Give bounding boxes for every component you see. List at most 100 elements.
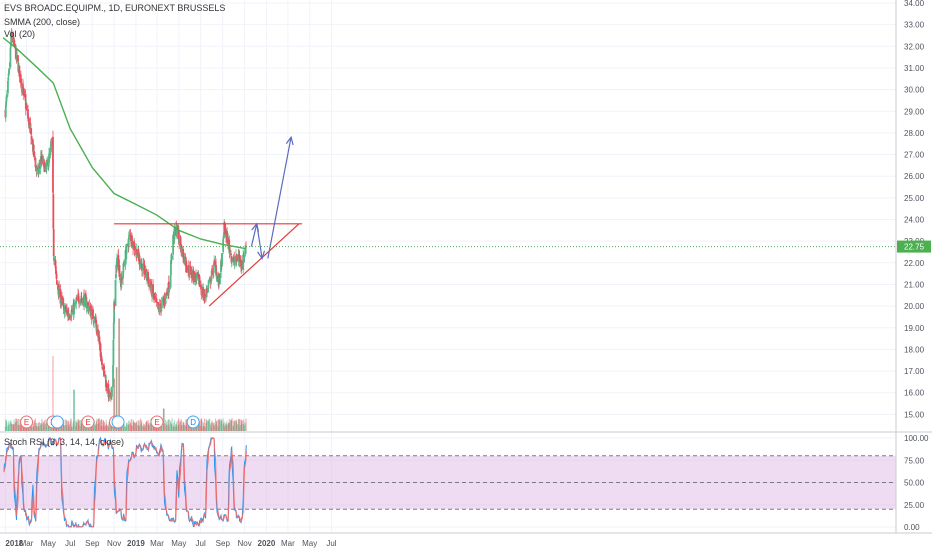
bounce-arrow-down <box>256 223 263 259</box>
volume-bar <box>200 418 202 431</box>
volume-bar <box>177 424 180 431</box>
volume-bar <box>78 421 80 431</box>
candle-body <box>96 329 98 331</box>
candle-body <box>116 257 118 269</box>
volume-bar <box>162 408 165 431</box>
candle-body <box>158 304 161 313</box>
volume-bar <box>18 426 20 431</box>
volume-bar <box>208 418 210 431</box>
volume-bar <box>108 425 110 431</box>
volume-bar <box>237 419 240 431</box>
volume-bar <box>40 424 42 431</box>
volume-bar <box>94 424 97 431</box>
volume-bar <box>241 421 243 431</box>
candle-body <box>7 77 10 81</box>
volume-bar <box>211 420 213 431</box>
volume-bar <box>99 420 102 431</box>
volume-bar <box>238 419 241 431</box>
breakout-arrow <box>267 137 292 259</box>
volume-bar <box>98 418 101 431</box>
volume-bar <box>98 418 100 431</box>
symbol-legend: EVS BROADC.EQUIPM., 1D, EURONEXT BRUSSEL… <box>4 3 226 13</box>
price-tick-label: 18.00 <box>904 345 925 354</box>
volume-bar <box>212 423 214 431</box>
volume-bar <box>135 422 137 431</box>
candle-body <box>141 264 143 271</box>
volume-bar <box>123 420 125 431</box>
volume-bar <box>185 425 187 431</box>
volume-bar <box>132 419 134 431</box>
volume-bar <box>37 422 39 431</box>
candle-body <box>131 235 133 247</box>
volume-bar <box>225 423 227 431</box>
candle-body <box>147 271 149 283</box>
volume-bar <box>20 420 22 431</box>
candle-body <box>93 321 95 324</box>
volume-bar <box>217 426 220 431</box>
last-price-label: 22.75 <box>904 243 925 252</box>
candle-body <box>33 152 36 157</box>
candle-body <box>44 165 47 171</box>
volume-bar <box>143 426 145 431</box>
volume-bar <box>143 426 145 431</box>
volume-bar <box>190 425 192 431</box>
candle-body <box>70 310 73 317</box>
volume-bar <box>126 422 128 431</box>
volume-bar <box>108 420 111 431</box>
volume-bar <box>58 426 60 431</box>
volume-bar <box>142 423 145 431</box>
candle-body <box>163 298 166 304</box>
volume-bar <box>230 420 232 431</box>
volume-bar <box>130 423 132 431</box>
candle-body <box>170 260 172 276</box>
candle-body <box>46 161 48 166</box>
candle-body <box>236 258 238 262</box>
volume-bar <box>80 419 83 431</box>
volume-bar <box>128 424 131 431</box>
volume-bar <box>60 425 63 431</box>
candle-body <box>76 298 78 301</box>
volume-legend: Vol (20) <box>4 29 36 39</box>
volume-bar <box>221 424 223 431</box>
volume-bar <box>225 423 227 431</box>
volume-bar <box>12 424 14 431</box>
volume-bar <box>127 424 129 431</box>
volume-bar <box>123 426 126 431</box>
volume-bar <box>105 419 107 431</box>
volume-bar <box>144 425 147 431</box>
volume-bar <box>222 423 225 431</box>
volume-bar <box>73 389 75 431</box>
volume-bar <box>87 426 89 431</box>
volume-bar <box>76 422 78 431</box>
time-tick-label: Mar <box>20 539 34 548</box>
volume-bar <box>10 423 12 431</box>
candle-body <box>97 329 99 337</box>
volume-bar <box>8 424 10 431</box>
volume-bar <box>218 420 220 431</box>
candle-body <box>181 248 183 256</box>
candle-body <box>168 287 171 289</box>
candle-body <box>10 32 13 37</box>
candle-body <box>88 305 91 308</box>
volume-bar <box>125 427 127 431</box>
volume-bar <box>157 427 159 431</box>
volume-bar <box>223 424 225 431</box>
volume-bar <box>103 422 106 431</box>
candle-body <box>222 239 225 252</box>
volume-bar <box>233 421 235 431</box>
candle-body <box>103 366 105 370</box>
time-tick-label: 2019 <box>127 539 145 548</box>
volume-bar <box>74 425 77 431</box>
volume-bar <box>10 419 12 431</box>
volume-bar <box>228 419 230 431</box>
volume-bar <box>167 419 170 431</box>
volume-bar <box>238 427 240 431</box>
volume-bar <box>213 425 215 431</box>
volume-bar <box>51 426 53 431</box>
volume-bar <box>154 426 157 431</box>
volume-bar <box>103 426 105 431</box>
candle-body <box>101 359 103 366</box>
